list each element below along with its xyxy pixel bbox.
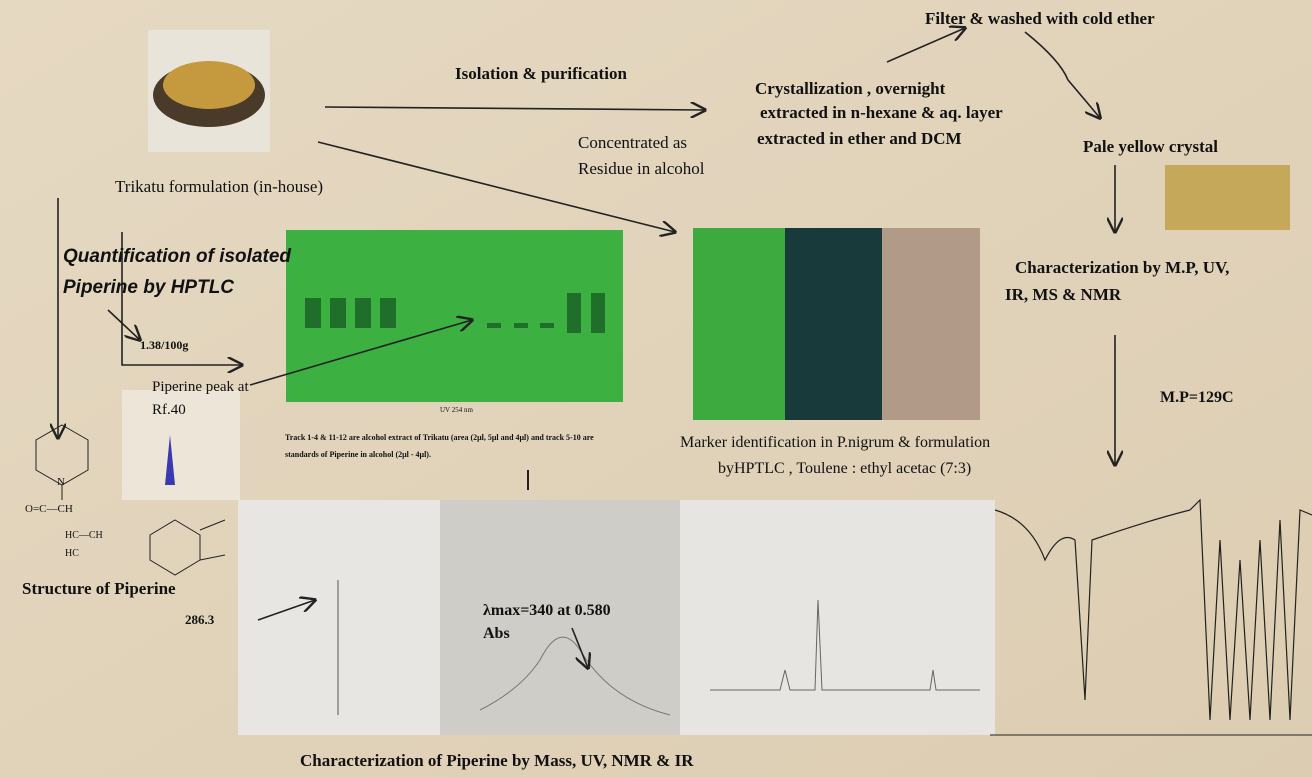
marker-text: byHPTLC , Toulene : ethyl acetac (7:3) <box>718 460 971 477</box>
crystallization-text: extracted in ether and DCM <box>757 129 962 148</box>
melting-point: M.P=129C <box>1160 389 1234 406</box>
peak-text: Piperine peak at <box>152 379 249 395</box>
quantity-text: 1.38/100g <box>140 338 188 352</box>
structure-title: Structure of Piperine <box>22 579 176 598</box>
mass-spectrum <box>238 500 440 735</box>
tlc-plate-3 <box>785 228 882 420</box>
arrow <box>257 600 315 621</box>
peak <box>165 435 175 485</box>
marker-text: Marker identification in P.nigrum & form… <box>680 434 990 451</box>
arrow <box>324 107 705 110</box>
tlc-caption: Track 1-4 & 11-12 are alcohol extract of… <box>285 433 594 442</box>
crystallization-text: extracted in n-hexane & aq. layer <box>760 103 1003 122</box>
structure-atom: O=C—CH <box>25 503 73 515</box>
concentrated-text: Residue in alcohol <box>578 159 705 178</box>
peak-text: Rf.40 <box>152 402 186 418</box>
nmr-spectrum <box>680 500 995 735</box>
structure-atom: HC <box>65 548 79 559</box>
arrow <box>107 309 140 340</box>
arrow <box>249 320 472 386</box>
arrow <box>571 627 588 668</box>
crystallization-text: Crystallization , overnight <box>755 79 946 98</box>
crystal-text: Pale yellow crystal <box>1083 137 1218 156</box>
tlc-caption: standards of Piperine in alcohol (2μl - … <box>285 450 431 459</box>
ir-curve <box>994 498 1312 721</box>
quantification-text: Piperine by HPTLC <box>63 277 234 298</box>
concentrated-text: Concentrated as <box>578 133 687 152</box>
uv-curve <box>479 636 671 716</box>
structure-atom: N <box>57 476 65 488</box>
isolation-text: Isolation & purification <box>455 64 627 83</box>
bottom-caption: Characterization of Piperine by Mass, UV… <box>300 751 694 770</box>
arrow <box>886 28 965 63</box>
nmr-curve <box>710 599 980 691</box>
uv-max: λmax=340 at 0.580 <box>483 602 611 619</box>
tlc-bands <box>305 293 605 333</box>
uv-spectrum <box>440 500 680 735</box>
source-text: Trikatu formulation (in-house) <box>115 177 323 196</box>
piperine-structure <box>35 424 226 576</box>
arrow <box>1024 31 1100 118</box>
arrow <box>121 232 242 365</box>
arrow <box>317 141 675 232</box>
quantification-text: Quantification of isolated <box>63 246 291 267</box>
peak-box <box>122 390 240 500</box>
tlc-plate-2 <box>693 228 785 420</box>
filter-text: Filter & washed with cold ether <box>925 9 1155 28</box>
powder <box>163 61 255 109</box>
tlc-plate-4 <box>882 228 980 420</box>
characterization-text: IR, MS & NMR <box>1005 285 1122 304</box>
structure-atom: HC—CH <box>65 530 103 541</box>
characterization-text: Characterization by M.P, UV, <box>1015 258 1229 277</box>
mass-peak: 286.3 <box>185 612 215 627</box>
crystal-photo <box>1165 165 1290 230</box>
uv-max: Abs <box>483 625 510 642</box>
tlc-label: UV 254 nm <box>440 406 473 414</box>
